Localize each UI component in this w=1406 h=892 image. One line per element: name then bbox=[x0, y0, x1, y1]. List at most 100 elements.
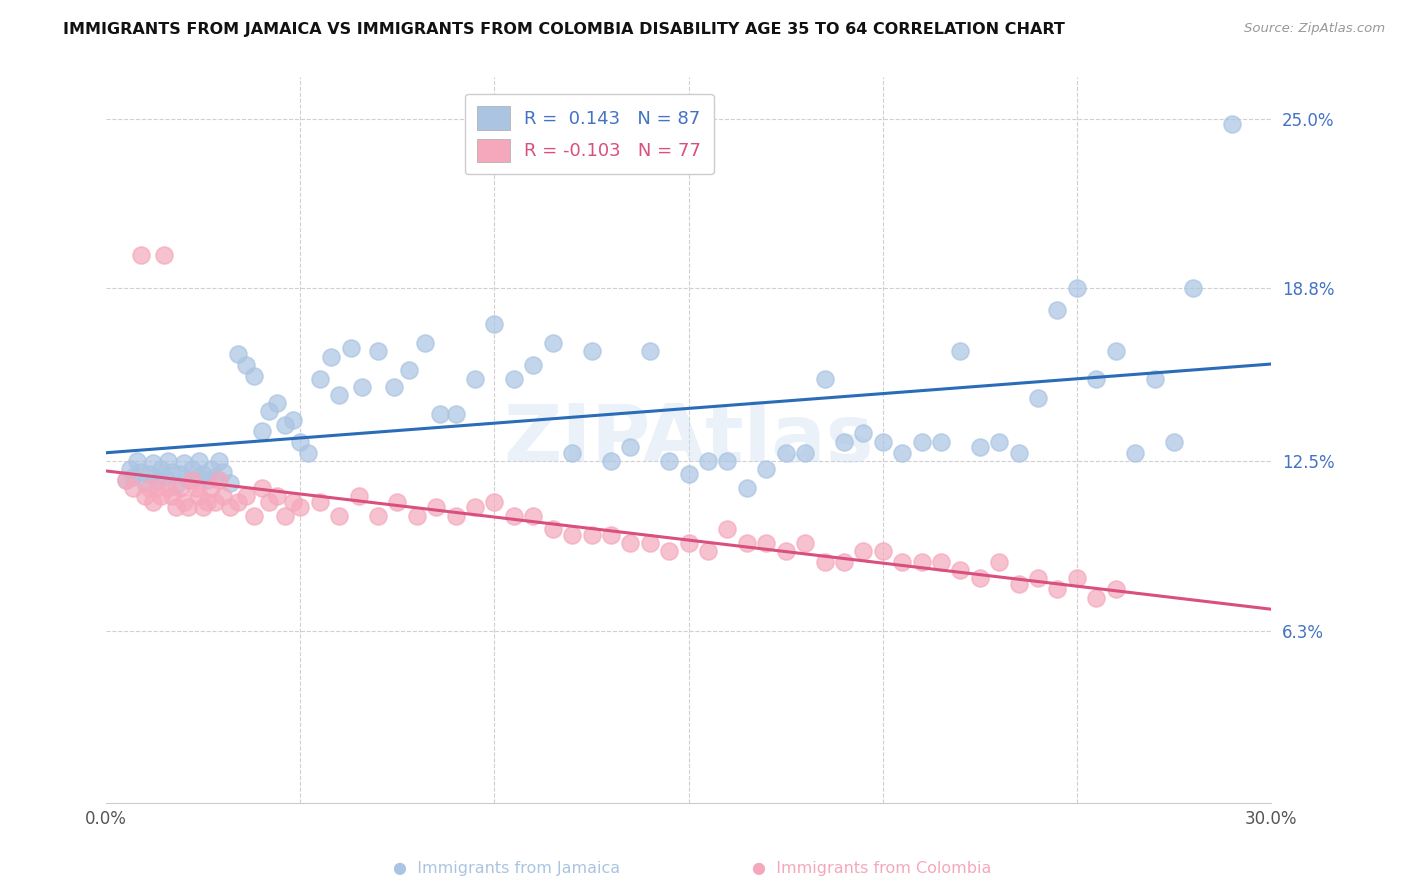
Point bbox=[367, 508, 389, 523]
Point bbox=[122, 470, 145, 484]
Point bbox=[1066, 572, 1088, 586]
Point bbox=[281, 412, 304, 426]
Point bbox=[1163, 434, 1185, 449]
Point bbox=[281, 495, 304, 509]
Text: IMMIGRANTS FROM JAMAICA VS IMMIGRANTS FROM COLOMBIA DISABILITY AGE 35 TO 64 CORR: IMMIGRANTS FROM JAMAICA VS IMMIGRANTS FR… bbox=[63, 22, 1066, 37]
Point bbox=[1105, 582, 1128, 597]
Point bbox=[716, 522, 738, 536]
Point bbox=[464, 500, 486, 515]
Point bbox=[184, 481, 207, 495]
Point bbox=[138, 467, 160, 482]
Point bbox=[429, 407, 451, 421]
Point bbox=[138, 481, 160, 495]
Point bbox=[290, 434, 312, 449]
Point bbox=[852, 426, 875, 441]
Point bbox=[169, 467, 191, 482]
Point bbox=[522, 358, 544, 372]
Point bbox=[129, 465, 152, 479]
Point bbox=[387, 495, 409, 509]
Point bbox=[173, 457, 195, 471]
Point bbox=[697, 544, 720, 558]
Point bbox=[1123, 445, 1146, 459]
Text: ●  Immigrants from Colombia: ● Immigrants from Colombia bbox=[752, 861, 991, 876]
Point bbox=[949, 344, 972, 359]
Point bbox=[274, 508, 297, 523]
Point bbox=[910, 555, 932, 569]
Point bbox=[177, 500, 200, 515]
Point bbox=[142, 495, 165, 509]
Point bbox=[697, 454, 720, 468]
Point bbox=[162, 489, 184, 503]
Point bbox=[638, 536, 661, 550]
Point bbox=[165, 500, 187, 515]
Point bbox=[1008, 445, 1031, 459]
Point bbox=[149, 489, 172, 503]
Point bbox=[735, 481, 758, 495]
Point bbox=[1066, 281, 1088, 295]
Point bbox=[619, 536, 641, 550]
Point bbox=[200, 462, 222, 476]
Point bbox=[658, 544, 681, 558]
Point bbox=[219, 475, 242, 490]
Point bbox=[259, 495, 281, 509]
Point bbox=[444, 407, 467, 421]
Point bbox=[259, 404, 281, 418]
Point bbox=[775, 544, 797, 558]
Point bbox=[988, 434, 1011, 449]
Point bbox=[775, 445, 797, 459]
Point bbox=[1220, 117, 1243, 131]
Point bbox=[755, 536, 778, 550]
Point bbox=[382, 380, 405, 394]
Point bbox=[561, 445, 583, 459]
Point bbox=[541, 336, 564, 351]
Point bbox=[969, 572, 991, 586]
Point bbox=[219, 500, 242, 515]
Point bbox=[988, 555, 1011, 569]
Point bbox=[1046, 303, 1069, 318]
Point bbox=[328, 388, 350, 402]
Point bbox=[852, 544, 875, 558]
Point bbox=[235, 358, 257, 372]
Point bbox=[134, 489, 156, 503]
Point bbox=[193, 467, 215, 482]
Point bbox=[226, 347, 249, 361]
Point bbox=[678, 467, 700, 482]
Point bbox=[910, 434, 932, 449]
Point bbox=[188, 489, 211, 503]
Point bbox=[250, 481, 273, 495]
Point bbox=[398, 363, 420, 377]
Point bbox=[114, 473, 136, 487]
Point bbox=[1085, 591, 1108, 605]
Point bbox=[134, 475, 156, 490]
Point bbox=[195, 473, 218, 487]
Point bbox=[413, 336, 436, 351]
Point bbox=[484, 495, 506, 509]
Point bbox=[122, 481, 145, 495]
Text: ●  Immigrants from Jamaica: ● Immigrants from Jamaica bbox=[392, 861, 620, 876]
Point bbox=[1008, 577, 1031, 591]
Point bbox=[211, 489, 233, 503]
Point bbox=[297, 445, 319, 459]
Point bbox=[177, 473, 200, 487]
Point bbox=[600, 527, 623, 541]
Point bbox=[250, 424, 273, 438]
Point bbox=[193, 500, 215, 515]
Text: ZIPAtlas: ZIPAtlas bbox=[503, 401, 875, 479]
Point bbox=[328, 508, 350, 523]
Point bbox=[208, 454, 231, 468]
Point bbox=[211, 465, 233, 479]
Legend: R =  0.143   N = 87, R = -0.103   N = 77: R = 0.143 N = 87, R = -0.103 N = 77 bbox=[465, 94, 714, 175]
Point bbox=[1046, 582, 1069, 597]
Point bbox=[600, 454, 623, 468]
Point bbox=[340, 342, 363, 356]
Point bbox=[1085, 371, 1108, 385]
Point bbox=[832, 555, 855, 569]
Point bbox=[813, 371, 835, 385]
Point bbox=[114, 473, 136, 487]
Point bbox=[195, 495, 218, 509]
Point bbox=[204, 495, 226, 509]
Point bbox=[891, 445, 914, 459]
Point bbox=[1182, 281, 1205, 295]
Point bbox=[266, 489, 288, 503]
Point bbox=[266, 396, 288, 410]
